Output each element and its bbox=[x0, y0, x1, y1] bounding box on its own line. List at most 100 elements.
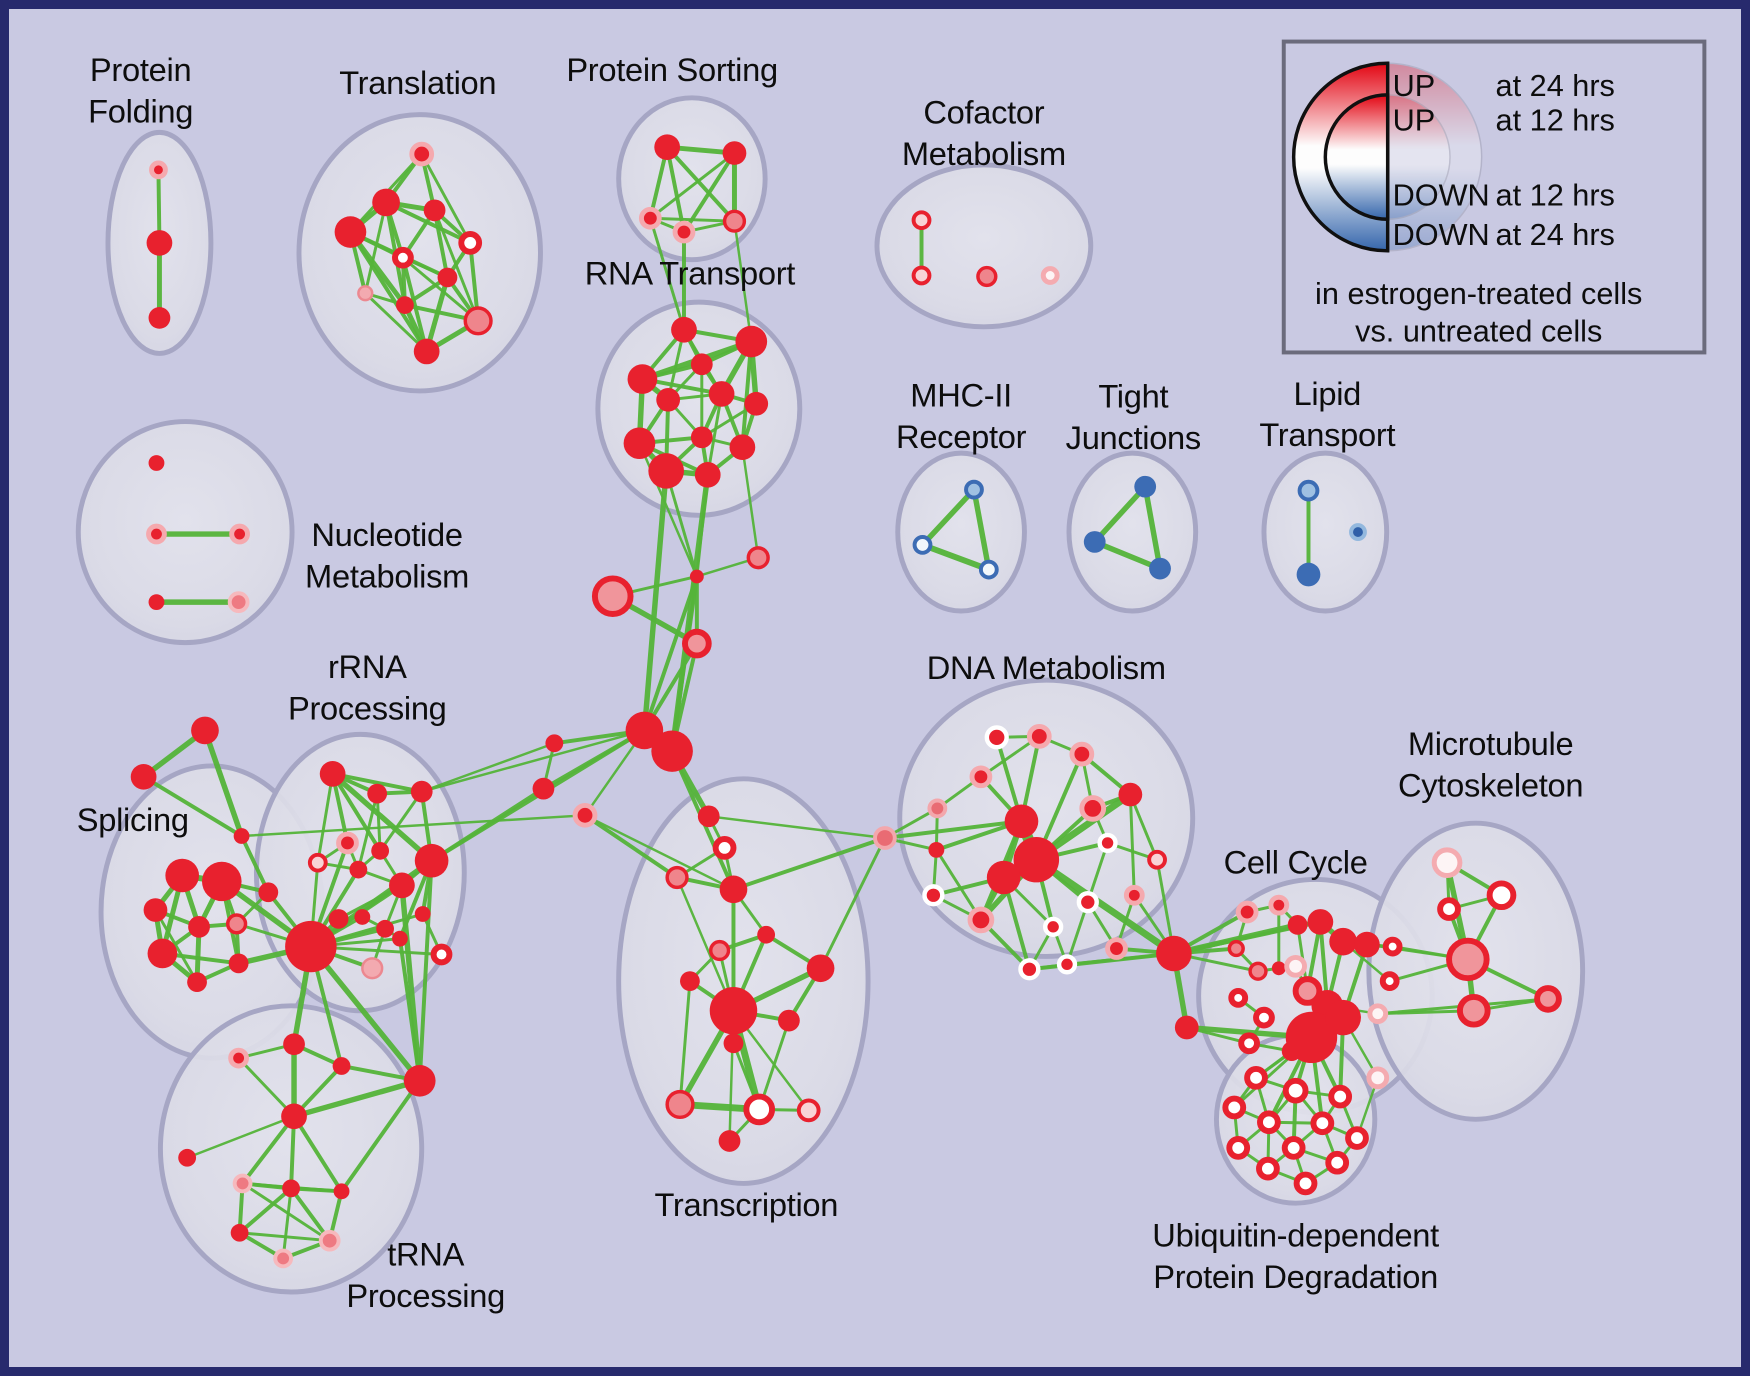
edge-rr18-q5 bbox=[291, 1078, 423, 1120]
node-rr7 bbox=[371, 841, 390, 860]
node-t8 bbox=[357, 285, 374, 302]
node-t4 bbox=[334, 216, 367, 248]
edge-m1-m5 bbox=[642, 574, 699, 733]
node-u3 bbox=[1437, 897, 1461, 921]
node-b9 bbox=[1281, 1136, 1306, 1160]
edge-r6-r12 bbox=[706, 392, 724, 477]
node-d9 bbox=[1013, 837, 1060, 883]
cluster-label-lipid-transport-line2: Transport bbox=[1259, 416, 1395, 453]
node-tc7 bbox=[680, 971, 700, 991]
node-n5 bbox=[227, 591, 250, 613]
node-pf1 bbox=[149, 160, 168, 180]
edge-r11-m1 bbox=[664, 469, 699, 578]
cluster-ellipse-cofactor-metabolism bbox=[874, 162, 1094, 330]
edge-t6-t10 bbox=[401, 256, 480, 323]
edge-t8-t11 bbox=[363, 291, 429, 353]
node-m1 bbox=[689, 569, 704, 584]
node-d3 bbox=[1069, 741, 1095, 767]
node-r2 bbox=[735, 325, 768, 358]
node-s5 bbox=[225, 913, 248, 935]
edge-rr8-rr18 bbox=[417, 858, 434, 1083]
node-j3 bbox=[1149, 557, 1171, 580]
node-d2 bbox=[1026, 724, 1052, 749]
node-d22 bbox=[1056, 954, 1078, 975]
node-pf2 bbox=[146, 230, 173, 256]
cluster-ellipse-tight-junctions bbox=[1066, 450, 1199, 614]
node-t10 bbox=[463, 306, 493, 336]
node-tc13 bbox=[743, 1093, 776, 1126]
cluster-label-microtubule-cytoskeleton-line2: Cytoskeleton bbox=[1398, 767, 1583, 804]
edge-rr1-rr5 bbox=[316, 772, 335, 865]
edge-rr1-rr8 bbox=[329, 771, 435, 864]
node-c4 bbox=[1040, 266, 1060, 285]
node-b8 bbox=[1226, 1136, 1251, 1160]
node-q9 bbox=[333, 1183, 350, 1200]
edge-t4-t11 bbox=[348, 230, 429, 354]
node-k8 bbox=[1248, 961, 1268, 981]
legend-up-24-label: UP bbox=[1393, 69, 1436, 103]
node-p3 bbox=[638, 206, 662, 230]
edge-q1-q5 bbox=[237, 1056, 296, 1118]
node-p1 bbox=[654, 134, 681, 160]
cluster-label-cofactor-metabolism-line2: Metabolism bbox=[902, 135, 1066, 172]
edge-j1-j3 bbox=[1142, 483, 1163, 572]
node-d6 bbox=[1118, 782, 1143, 807]
node-s1 bbox=[165, 858, 200, 893]
node-r10 bbox=[729, 434, 756, 461]
edge-tc7-tc12 bbox=[678, 979, 692, 1106]
node-d12 bbox=[1097, 832, 1118, 854]
edge-d11-d16 bbox=[934, 848, 983, 922]
node-tc15 bbox=[718, 1130, 741, 1152]
edge-rr13-rr18 bbox=[397, 936, 422, 1083]
cluster-label-nucleotide-metabolism-line2: Metabolism bbox=[305, 557, 469, 594]
node-q8 bbox=[282, 1179, 300, 1198]
node-k7 bbox=[1227, 939, 1245, 958]
node-b10 bbox=[1325, 1150, 1350, 1175]
node-s0a bbox=[191, 716, 219, 745]
legend-up-12-label: UP bbox=[1393, 103, 1436, 137]
edge-rr1-rr3 bbox=[330, 771, 424, 794]
node-k13 bbox=[1228, 988, 1249, 1008]
cluster-ellipse-lipid-transport bbox=[1261, 450, 1390, 614]
node-s9 bbox=[258, 882, 279, 903]
node-k18 bbox=[1325, 999, 1361, 1036]
node-d18 bbox=[1076, 891, 1099, 914]
node-k11 bbox=[1292, 976, 1323, 1006]
node-s3 bbox=[143, 898, 168, 922]
cluster-label-cofactor-metabolism-line1: Cofactor bbox=[923, 94, 1044, 131]
node-r6 bbox=[708, 381, 735, 407]
edge-r9-m1 bbox=[638, 442, 699, 578]
node-rr2 bbox=[367, 783, 388, 804]
node-n1 bbox=[148, 455, 165, 471]
edge-rr1-rr7 bbox=[330, 771, 383, 853]
node-d7 bbox=[1079, 795, 1107, 822]
legend: UP at 24 hrs UP at 12 hrs DOWN at 12 hrs… bbox=[1281, 39, 1707, 355]
node-v2 bbox=[1379, 971, 1400, 991]
node-q7 bbox=[232, 1173, 253, 1194]
node-tc11 bbox=[723, 1033, 744, 1054]
cluster-label-dna-metabolism-line1: DNA Metabolism bbox=[927, 649, 1166, 686]
cluster-label-protein-folding-line2: Folding bbox=[88, 93, 193, 130]
node-r12 bbox=[694, 461, 721, 488]
node-k3 bbox=[1287, 914, 1308, 935]
edge-tc3-tc9 bbox=[675, 876, 735, 1012]
node-tc1 bbox=[697, 805, 720, 828]
node-r3 bbox=[627, 364, 658, 394]
node-s0c bbox=[233, 828, 250, 844]
node-k17 bbox=[1285, 1011, 1338, 1064]
node-b4 bbox=[1222, 1095, 1247, 1120]
node-rr1 bbox=[319, 761, 346, 787]
node-t6 bbox=[392, 246, 414, 269]
cluster-ellipse-transcription bbox=[616, 776, 871, 1186]
node-m3 bbox=[591, 575, 634, 617]
node-d14 bbox=[986, 860, 1021, 895]
legend-circle-right-inner bbox=[1386, 94, 1451, 220]
node-m4 bbox=[682, 628, 712, 659]
node-k9 bbox=[1271, 961, 1286, 976]
node-k6 bbox=[1354, 931, 1380, 958]
node-b13 bbox=[1366, 1066, 1390, 1090]
edge-h2-h3 bbox=[919, 541, 992, 573]
node-tc10 bbox=[778, 1009, 800, 1032]
node-q2 bbox=[283, 1033, 305, 1056]
node-u4 bbox=[1446, 937, 1490, 982]
